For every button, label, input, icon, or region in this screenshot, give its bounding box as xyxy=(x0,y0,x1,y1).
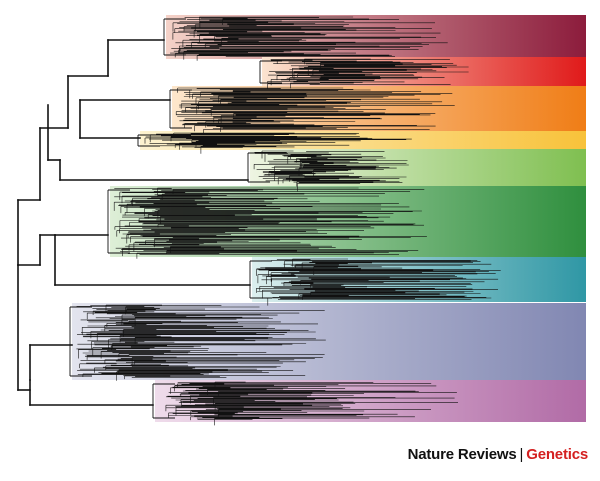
clade-8-root xyxy=(69,306,92,377)
clade-8-tips xyxy=(76,304,326,381)
clade-9-tips xyxy=(165,381,458,426)
journal-credit: Nature Reviews | Genetics xyxy=(407,446,589,463)
clade-3-tips xyxy=(175,87,455,133)
clade-1-root xyxy=(163,18,186,56)
clade-7-root xyxy=(249,260,272,299)
clade-2-root xyxy=(259,60,282,84)
clade-3-root xyxy=(169,89,192,129)
journal-section: Genetics xyxy=(526,446,588,463)
credit-separator: | xyxy=(519,446,524,463)
tree-tips xyxy=(69,16,501,426)
clade-4-tips xyxy=(144,132,412,154)
clade-1-tips xyxy=(170,16,448,61)
clade-6-root xyxy=(107,189,130,254)
clade-5-tips xyxy=(253,150,409,192)
journal-name: Nature Reviews xyxy=(407,446,517,463)
clade-9-root xyxy=(152,383,175,419)
clade-4-root xyxy=(137,134,160,147)
clade-2-tips xyxy=(267,58,469,89)
clade-5-root xyxy=(247,152,270,183)
clade-7-tips xyxy=(256,258,501,306)
clade-6-tips xyxy=(113,187,427,259)
tree-backbone xyxy=(17,39,251,406)
